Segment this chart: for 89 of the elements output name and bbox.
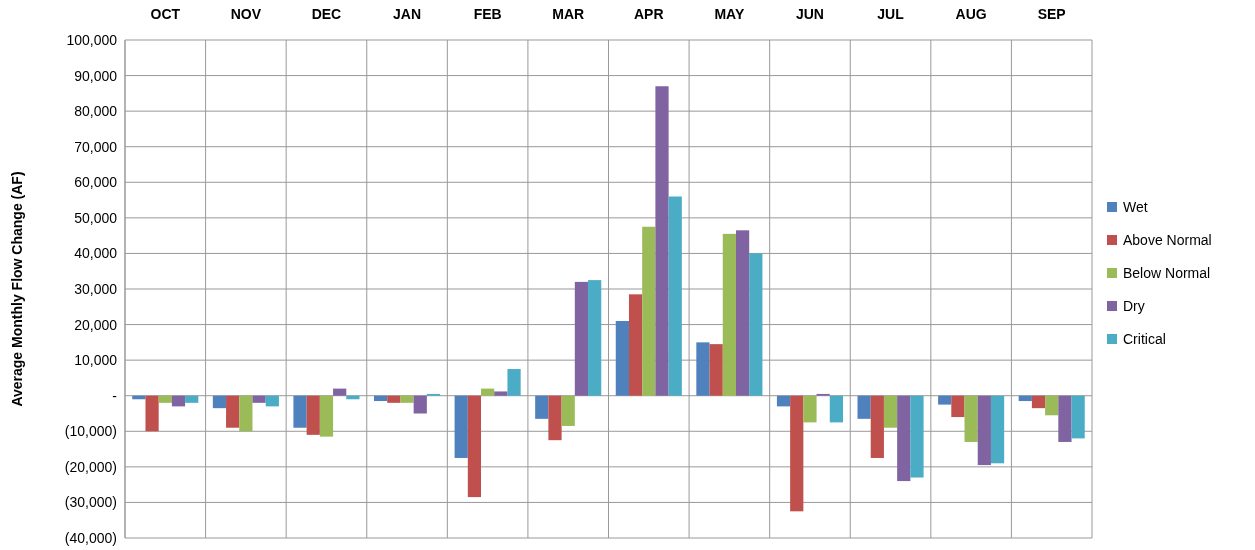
bar (494, 391, 508, 396)
bar (507, 369, 521, 396)
y-tick-label: (20,000) (64, 458, 117, 475)
y-tick-label: 10,000 (74, 352, 118, 369)
bar (709, 344, 723, 396)
y-tick-label: 50,000 (74, 209, 118, 226)
x-tick-label: FEB (473, 6, 502, 22)
bar (1045, 395, 1059, 416)
bar (1031, 395, 1046, 409)
bar (535, 395, 549, 419)
y-tick-label: (40,000) (64, 530, 117, 546)
bar (212, 395, 227, 409)
bar (293, 395, 307, 428)
bar (655, 86, 669, 396)
bar (977, 395, 991, 466)
bar (722, 233, 736, 396)
legend-label: Wet (1123, 199, 1148, 215)
x-tick-label: JUN (795, 6, 824, 22)
bar (319, 395, 334, 437)
legend-label: Above Normal (1123, 232, 1212, 248)
bar (951, 395, 965, 418)
bar (857, 395, 871, 419)
x-tick-label: NOV (230, 6, 262, 22)
bar (642, 226, 656, 396)
bar (938, 395, 952, 405)
bar (185, 395, 199, 403)
bar (171, 395, 186, 407)
bar (628, 294, 643, 396)
y-tick-label: 40,000 (74, 245, 118, 262)
y-tick-label: 100,000 (66, 32, 118, 48)
bar (696, 342, 710, 396)
x-tick-label: DEC (311, 6, 342, 22)
bar (333, 388, 347, 396)
bar (1071, 395, 1085, 439)
bar (306, 395, 320, 435)
y-tick-label: (30,000) (64, 494, 117, 511)
bar (374, 395, 388, 402)
bar (990, 395, 1005, 464)
bar (145, 395, 159, 432)
x-tick-label: APR (634, 6, 664, 22)
y-tick-label: - (112, 387, 118, 404)
bar (413, 395, 427, 414)
bar (803, 395, 817, 423)
bar (239, 395, 253, 432)
legend-label: Dry (1123, 298, 1145, 314)
y-tick-label: 30,000 (74, 281, 118, 297)
bar (615, 321, 629, 396)
y-tick-label: (10,000) (64, 423, 117, 440)
bar (749, 253, 763, 396)
bar (829, 395, 843, 423)
y-tick-label: 70,000 (74, 138, 118, 155)
x-tick-label: JAN (393, 6, 422, 22)
bar (265, 395, 279, 407)
y-tick-label: 80,000 (74, 103, 118, 120)
bar (1058, 395, 1072, 442)
x-tick-label: MAR (552, 6, 585, 22)
bar (158, 395, 172, 403)
bar (400, 395, 414, 403)
x-tick-label: SEP (1037, 6, 1066, 22)
bar (588, 280, 602, 396)
x-tick-label: OCT (150, 6, 181, 22)
bar (897, 395, 911, 482)
bar (467, 395, 482, 498)
bar (790, 395, 804, 512)
bar (387, 395, 401, 403)
legend-label: Critical (1123, 331, 1166, 347)
y-axis-title: Average Monthly Flow Change (AF) (9, 171, 25, 407)
bar (454, 395, 468, 458)
x-tick-label: AUG (955, 6, 987, 22)
bar (561, 395, 575, 426)
bar (735, 230, 750, 396)
y-tick-label: 20,000 (74, 316, 118, 333)
bar (776, 395, 791, 407)
bar (481, 388, 495, 396)
bar (226, 395, 240, 428)
bar (964, 395, 978, 442)
bar (252, 395, 266, 403)
bar (870, 395, 884, 458)
x-tick-label: MAY (714, 6, 745, 22)
bar (1018, 395, 1032, 402)
bar (668, 196, 682, 396)
legend-label: Below Normal (1123, 265, 1211, 281)
bar (883, 395, 898, 428)
y-tick-label: 60,000 (74, 174, 118, 191)
bar (574, 281, 589, 396)
bar (910, 395, 924, 478)
bar (548, 395, 562, 441)
x-tick-label: JUL (877, 6, 905, 22)
y-tick-label: 90,000 (74, 67, 118, 84)
